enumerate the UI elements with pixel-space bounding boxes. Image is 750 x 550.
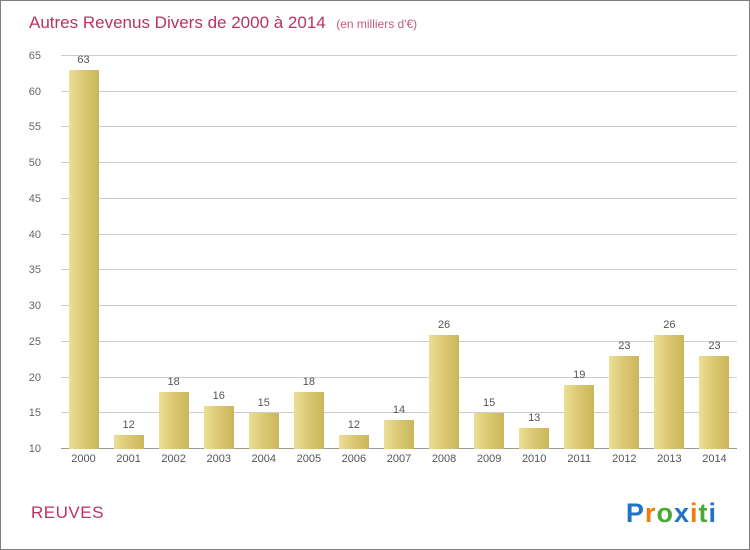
x-axis-label: 2014 — [702, 453, 727, 465]
gridline — [61, 305, 737, 307]
y-axis-label: 55 — [28, 121, 41, 134]
bar-value-label: 26 — [437, 318, 451, 331]
logo-letter: i — [689, 498, 699, 528]
x-axis: 2000 2001 2002 2003 2004 2005 2006 2007 2008 2009… — [61, 453, 737, 469]
gridline — [61, 90, 737, 92]
logo-letter: o — [656, 498, 674, 528]
gridline — [61, 233, 737, 235]
bar-value-label: 12 — [122, 418, 135, 431]
x-axis-label: 2008 — [431, 453, 457, 465]
bar-2011 — [564, 384, 595, 449]
bar-2007 — [384, 420, 414, 449]
bar-value-label: 63 — [77, 54, 90, 67]
bar-2004 — [248, 413, 279, 449]
bar-2001 — [113, 434, 144, 449]
page-title: Autres Revenus Divers de 2000 à 2014 — [29, 13, 326, 32]
gridline — [61, 126, 737, 128]
gridline — [61, 269, 737, 271]
y-axis-label: 40 — [28, 228, 41, 241]
bar-2010 — [519, 427, 550, 449]
x-axis-label: 2013 — [657, 453, 682, 465]
bar-2009 — [474, 413, 505, 449]
x-axis-label: 2007 — [386, 453, 412, 465]
logo-letter: x — [673, 498, 690, 528]
proxiti-logo: Proxiti — [626, 498, 717, 529]
gridline — [61, 55, 737, 56]
bar-2008 — [429, 334, 460, 449]
footer-location: REUVES — [31, 503, 104, 522]
y-axis-label: 25 — [28, 335, 41, 348]
bar-value-label: 12 — [347, 418, 361, 431]
bar-2005 — [293, 391, 324, 449]
bar-value-label: 14 — [392, 404, 406, 417]
x-axis-label: 2010 — [521, 453, 547, 465]
bar-value-label: 13 — [528, 411, 541, 424]
bar-2003 — [203, 406, 234, 449]
logo-letter: r — [644, 498, 657, 528]
gridline — [61, 162, 737, 164]
bar-value-label: 23 — [618, 340, 631, 353]
bar-2012 — [609, 356, 640, 449]
bar-value-label: 19 — [573, 368, 586, 381]
x-axis-label: 2002 — [161, 453, 186, 465]
y-axis-label: 50 — [28, 157, 41, 170]
page-subtitle: (en milliers d'€) — [336, 17, 418, 31]
x-axis-label: 2012 — [612, 453, 637, 465]
y-axis-label: 10 — [28, 443, 41, 455]
logo-letter: t — [698, 498, 709, 528]
bar-value-label: 18 — [302, 375, 315, 388]
y-axis-label: 60 — [28, 85, 41, 98]
bar-2006 — [338, 434, 369, 449]
x-axis-label: 2009 — [476, 453, 502, 465]
bar-2013 — [654, 334, 685, 449]
x-axis-label: 2005 — [296, 453, 322, 465]
bar-2002 — [158, 391, 189, 449]
gridline — [61, 376, 737, 378]
gridline — [61, 197, 737, 199]
bar-value-label: 18 — [167, 375, 180, 388]
bar-value-label: 16 — [212, 390, 225, 403]
bar-value-label: 23 — [708, 340, 721, 353]
bar-2000 — [68, 70, 99, 449]
bar-value-label: 26 — [663, 318, 676, 331]
y-axis: 10 15 20 25 30 35 40 45 50 55 60 65 — [1, 50, 53, 455]
gridline — [61, 412, 737, 414]
x-axis-label: 2004 — [251, 453, 277, 465]
logo-letter: i — [708, 498, 717, 528]
x-axis-label: 2006 — [341, 453, 367, 465]
y-axis-label: 35 — [28, 264, 41, 277]
y-axis-label: 65 — [28, 50, 41, 62]
bar-value-label: 15 — [257, 397, 270, 410]
x-axis-label: 2003 — [206, 453, 231, 465]
chart-header: Autres Revenus Divers de 2000 à 2014 (en… — [29, 13, 417, 33]
bar-2014 — [699, 356, 730, 449]
y-axis-label: 30 — [28, 300, 41, 313]
x-axis-label: 2001 — [116, 453, 141, 465]
x-axis-label: 2011 — [567, 453, 592, 465]
y-axis-label: 15 — [28, 407, 41, 420]
y-axis-label: 45 — [28, 192, 41, 205]
gridline — [61, 340, 737, 342]
plot-area: 63 12 18 16 15 18 12 14 26 15 13 19 23 26 23 — [61, 54, 737, 449]
y-axis-label: 20 — [28, 371, 41, 384]
x-axis-label: 2000 — [71, 453, 96, 465]
bar-value-label: 15 — [483, 397, 496, 410]
logo-letter: P — [625, 498, 645, 528]
